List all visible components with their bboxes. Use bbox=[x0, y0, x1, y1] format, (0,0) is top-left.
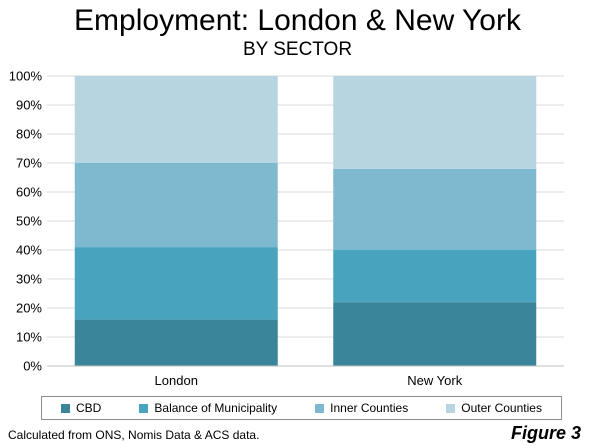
stacked-bar-chart: 0% 10% 20% 30% 40% 50% 60% 70% 80% 90% 100% London N… bbox=[9, 69, 564, 388]
y-tick-label: 60% bbox=[16, 185, 42, 200]
bar-segment-inner-counties bbox=[333, 168, 537, 250]
bar-segment-cbd bbox=[333, 302, 537, 366]
bar-segment-outer-counties bbox=[333, 76, 537, 169]
y-tick-label: 100% bbox=[9, 69, 43, 84]
chart-subtitle: BY SECTOR bbox=[242, 39, 353, 60]
source-note: Calculated from ONS, Nomis Data & ACS da… bbox=[8, 428, 260, 442]
bar-segment-outer-counties bbox=[74, 76, 278, 163]
legend-item-balance-of-municipality: Balance of Municipality bbox=[139, 401, 277, 415]
legend-label-balance-of-municipality: Balance of Municipality bbox=[154, 401, 278, 415]
y-tick-label: 20% bbox=[16, 301, 42, 316]
legend-item-cbd: CBD bbox=[61, 401, 101, 415]
y-tick-label: 50% bbox=[16, 214, 42, 229]
bar-segment-balance-of-municipality bbox=[333, 250, 537, 303]
y-tick-label: 70% bbox=[16, 156, 42, 171]
chart-title: Employment: London & New York bbox=[74, 4, 521, 37]
legend-swatch-balance-of-municipality bbox=[139, 403, 149, 413]
legend-swatch-outer-counties bbox=[446, 403, 456, 413]
bar-segment-cbd bbox=[74, 319, 278, 366]
legend-item-outer-counties: Outer Counties bbox=[446, 401, 542, 415]
legend: CBD Balance of Municipality Inner Counti… bbox=[41, 396, 562, 420]
legend-label-cbd: CBD bbox=[76, 401, 102, 415]
x-category-label: New York bbox=[407, 373, 462, 388]
y-tick-label: 30% bbox=[16, 272, 42, 287]
y-tick-label: 90% bbox=[16, 98, 42, 113]
legend-item-inner-counties: Inner Counties bbox=[315, 401, 408, 415]
y-tick-label: 10% bbox=[16, 330, 42, 345]
legend-swatch-cbd bbox=[61, 403, 71, 413]
bars bbox=[74, 76, 537, 366]
legend-label-outer-counties: Outer Counties bbox=[461, 401, 542, 415]
x-category-label: London bbox=[155, 373, 198, 388]
bar-segment-balance-of-municipality bbox=[74, 247, 278, 320]
y-tick-label: 0% bbox=[23, 359, 42, 374]
axes: 0% 10% 20% 30% 40% 50% 60% 70% 80% 90% 100% London N… bbox=[9, 69, 564, 388]
legend-swatch-inner-counties bbox=[315, 403, 325, 413]
legend-label-inner-counties: Inner Counties bbox=[330, 401, 409, 415]
y-tick-label: 40% bbox=[16, 243, 42, 258]
figure-label: Figure 3 bbox=[510, 423, 581, 443]
y-tick-label: 80% bbox=[16, 127, 42, 142]
bar-segment-inner-counties bbox=[74, 163, 278, 248]
